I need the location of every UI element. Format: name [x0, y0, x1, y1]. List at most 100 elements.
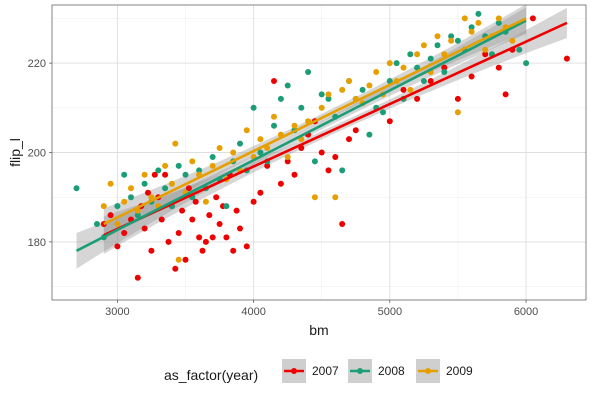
data-point-2008 — [427, 55, 434, 62]
data-point-2009 — [400, 64, 407, 71]
data-point-2007 — [230, 247, 237, 254]
data-point-2009 — [189, 158, 196, 165]
data-point-2009 — [121, 198, 128, 205]
data-point-2007 — [339, 221, 346, 227]
data-point-2009 — [339, 86, 346, 93]
x-tick-label: 6000 — [514, 306, 538, 318]
y-tick-label: 200 — [28, 148, 46, 160]
data-point-2009 — [257, 136, 264, 143]
data-point-2007 — [196, 234, 203, 241]
data-point-2008 — [414, 64, 421, 71]
data-point-2008 — [448, 33, 455, 40]
data-point-2009 — [114, 221, 121, 227]
data-point-2008 — [196, 167, 203, 174]
data-point-2007 — [148, 247, 155, 254]
data-point-2008 — [434, 42, 441, 49]
data-point-2007 — [352, 127, 359, 134]
data-point-2007 — [529, 15, 536, 22]
data-point-2009 — [346, 78, 352, 84]
data-point-2008 — [128, 194, 134, 201]
data-point-2007 — [162, 171, 169, 178]
data-point-2009 — [128, 185, 134, 192]
x-tick-label: 3000 — [105, 306, 129, 318]
data-point-2009 — [332, 194, 339, 201]
x-axis-title: bm — [309, 322, 328, 338]
data-point-2007 — [400, 86, 407, 93]
data-point-2007 — [264, 162, 271, 169]
data-point-2009 — [366, 82, 373, 89]
data-point-2007 — [213, 194, 220, 201]
data-point-2007 — [277, 180, 284, 187]
data-point-2009 — [461, 15, 468, 22]
data-point-2008 — [495, 19, 502, 26]
y-tick-label: 220 — [28, 58, 46, 70]
data-point-2009 — [509, 37, 516, 44]
data-point-2007 — [165, 238, 172, 245]
x-tick-label: 4000 — [241, 306, 265, 318]
data-point-2007 — [192, 198, 199, 205]
data-point-2007 — [223, 234, 230, 241]
data-point-2009 — [407, 86, 414, 93]
data-point-2008 — [305, 69, 312, 75]
data-point-2008 — [155, 167, 162, 174]
data-point-2008 — [468, 24, 475, 31]
data-point-2008 — [386, 78, 393, 84]
data-point-2008 — [134, 212, 141, 219]
legend-item-2008: 2008 — [348, 359, 405, 383]
data-point-2007 — [386, 118, 393, 125]
data-point-2007 — [243, 243, 250, 250]
data-point-2007 — [206, 212, 213, 219]
data-point-2008 — [94, 221, 100, 227]
data-point-2008 — [250, 104, 257, 111]
legend-key-point — [425, 368, 431, 374]
y-axis-title: flip_l — [7, 138, 23, 167]
data-point-2008 — [339, 167, 346, 174]
data-point-2007 — [325, 167, 332, 174]
data-point-2007 — [141, 225, 148, 232]
data-point-2007 — [502, 91, 509, 98]
legend: as_factor(year) 2007 2008 2009 — [164, 359, 473, 383]
y-axis-ticks: 180 200 220 — [28, 58, 52, 249]
data-point-2009 — [414, 51, 421, 58]
data-point-2008 — [182, 171, 189, 178]
fit-line-2007 — [103, 21, 568, 237]
data-point-2007 — [182, 256, 189, 263]
data-point-2007 — [134, 274, 141, 281]
data-point-2007 — [202, 238, 209, 245]
data-point-2007 — [318, 149, 325, 156]
data-point-2007 — [158, 216, 165, 223]
data-point-2007 — [107, 212, 114, 219]
data-point-2009 — [325, 91, 332, 98]
data-point-2007 — [250, 198, 257, 205]
legend-label: 2008 — [378, 364, 405, 378]
data-point-2007 — [427, 78, 434, 84]
data-point-2009 — [495, 15, 502, 22]
data-point-2007 — [414, 95, 421, 102]
data-point-2008 — [475, 10, 482, 17]
data-point-2007 — [346, 136, 352, 143]
confidence-band-2007 — [103, 7, 567, 255]
data-point-2009 — [441, 51, 448, 58]
data-point-2009 — [386, 60, 393, 67]
data-point-2009 — [284, 154, 291, 160]
data-point-2009 — [475, 19, 482, 26]
data-point-2007 — [237, 225, 243, 232]
data-point-2009 — [468, 28, 475, 35]
legend-item-2009: 2009 — [416, 359, 473, 383]
y-tick-label: 180 — [28, 237, 46, 249]
data-point-2007 — [332, 154, 339, 160]
data-point-2009 — [141, 171, 148, 178]
data-point-2009 — [454, 109, 461, 116]
legend-label: 2009 — [446, 364, 473, 378]
data-point-2009 — [420, 42, 427, 49]
data-point-2008 — [311, 158, 318, 165]
data-point-2007 — [482, 51, 489, 58]
data-point-2007 — [271, 78, 277, 84]
data-point-2009 — [107, 180, 114, 187]
data-point-2009 — [100, 203, 107, 210]
data-point-2007 — [145, 189, 151, 196]
data-point-2007 — [185, 185, 192, 192]
data-point-2009 — [243, 127, 250, 134]
data-point-2007 — [151, 171, 158, 178]
